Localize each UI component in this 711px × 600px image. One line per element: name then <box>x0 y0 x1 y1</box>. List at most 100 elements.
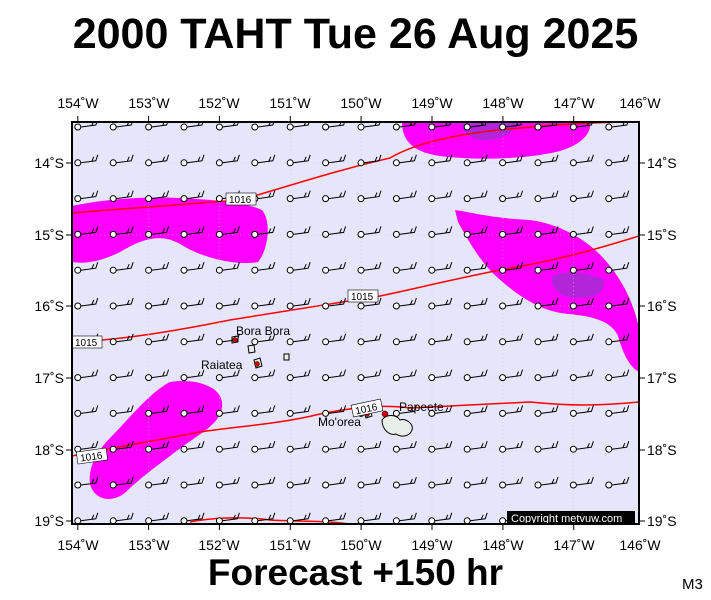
wind-barb <box>534 226 559 238</box>
wind-barb <box>109 154 134 167</box>
wind-barb <box>74 154 99 167</box>
wind-barb <box>74 405 99 417</box>
wind-barb <box>534 405 559 417</box>
wind-barb <box>428 512 453 524</box>
wind-barb <box>74 262 99 274</box>
wind-barb <box>74 369 99 382</box>
wind-barb <box>180 262 205 274</box>
chart-title: 2000 TAHT Tue 26 Aug 2025 <box>72 10 639 58</box>
wind-barb <box>428 154 453 167</box>
wind-barb <box>215 405 240 417</box>
wind-barb <box>286 226 311 238</box>
wind-barb <box>463 476 488 489</box>
wind-barb <box>286 262 311 274</box>
wind-barb <box>463 154 488 167</box>
place-label-bora-bora: Bora Bora <box>236 324 290 338</box>
wind-barb <box>641 119 664 130</box>
wind-barb <box>605 297 630 310</box>
svg-text:1015: 1015 <box>75 338 98 349</box>
wind-barb <box>534 333 559 346</box>
isobar-label-3: 1015 <box>72 335 103 349</box>
wind-barb <box>215 369 240 382</box>
wind-barb <box>569 369 594 382</box>
raiatea-marker <box>254 361 260 367</box>
wind-barb <box>569 441 594 453</box>
wind-barb <box>109 476 134 489</box>
wind-barb <box>499 226 524 238</box>
lat-label-19s-left: 19˚S <box>34 513 64 529</box>
wind-barb <box>392 226 417 238</box>
wind-barb <box>286 333 311 346</box>
svg-text:1015: 1015 <box>351 292 374 303</box>
lat-label-15s-right: 15˚S <box>647 227 677 243</box>
wind-barb <box>641 405 664 416</box>
wind-barb <box>74 190 99 203</box>
lat-labels-right: 14˚S 15˚S 16˚S 17˚S 18˚S 19˚S <box>647 155 677 529</box>
wind-barb <box>463 297 488 310</box>
wind-barb <box>322 122 346 131</box>
lat-label-18s-left: 18˚S <box>34 442 64 458</box>
precip-area-north <box>402 122 591 159</box>
wind-barb <box>251 512 276 524</box>
wind-barb <box>109 333 134 346</box>
wind-barb <box>145 122 169 131</box>
wind-barb <box>534 441 559 453</box>
huahine-island <box>283 353 290 361</box>
wind-barb <box>109 405 134 417</box>
lat-label-17s-left: 17˚S <box>34 370 64 386</box>
wind-barb <box>392 369 417 382</box>
wind-barb <box>569 226 594 238</box>
wind-barb <box>605 405 630 417</box>
wind-barb <box>463 262 488 274</box>
lon-label-147w-top: 147˚W <box>553 95 595 111</box>
wind-barb <box>357 154 382 167</box>
wind-barb <box>180 154 205 167</box>
wind-barb <box>605 333 630 346</box>
wind-barb <box>357 262 382 274</box>
wind-barb <box>251 476 276 489</box>
wind-barb <box>286 369 311 382</box>
wind-barb <box>215 297 240 310</box>
wind-barb <box>499 333 524 346</box>
wind-barb <box>605 122 629 131</box>
wind-barb <box>534 190 559 203</box>
wind-barb <box>286 512 311 524</box>
wind-barb <box>180 122 204 131</box>
wind-barb <box>463 333 488 346</box>
wind-barb <box>74 476 99 489</box>
wind-barb <box>392 333 417 346</box>
place-label-raiatea: Raiatea <box>201 358 243 372</box>
wind-barb <box>428 333 453 346</box>
wind-barb <box>215 441 240 453</box>
wind-barb <box>357 476 382 489</box>
isobar-1016-north <box>72 122 639 214</box>
papeete-marker <box>381 410 389 418</box>
wind-barb <box>641 334 664 345</box>
wind-barb <box>499 441 524 453</box>
tahiti-island <box>381 415 413 437</box>
wind-barb <box>392 154 417 167</box>
wind-barb <box>392 122 416 131</box>
wind-barb <box>392 405 417 417</box>
wind-barb <box>322 297 347 310</box>
wind-barb <box>145 512 170 524</box>
lon-label-146w-bottom: 146˚W <box>619 537 661 553</box>
wind-barb <box>605 226 630 238</box>
wind-barb <box>357 190 382 203</box>
wind-barb <box>74 122 98 131</box>
isobar-1015 <box>72 235 639 343</box>
wind-barb <box>569 262 594 274</box>
lon-label-150w-top: 150˚W <box>340 95 382 111</box>
lon-label-149w-bottom: 149˚W <box>411 537 453 553</box>
wind-barb <box>357 333 382 346</box>
wind-barb <box>145 369 170 382</box>
wind-barb <box>180 297 205 310</box>
wind-barb <box>322 262 347 274</box>
lon-labels-top: 154˚W 153˚W 152˚W 151˚W 150˚W 149˚W 148˚… <box>57 95 661 111</box>
lat-label-15s-left: 15˚S <box>34 227 64 243</box>
wind-barb <box>251 441 276 453</box>
bora-bora-marker <box>232 337 238 343</box>
wind-barb <box>641 262 664 273</box>
wind-barb <box>357 369 382 382</box>
wind-barb <box>180 405 205 417</box>
